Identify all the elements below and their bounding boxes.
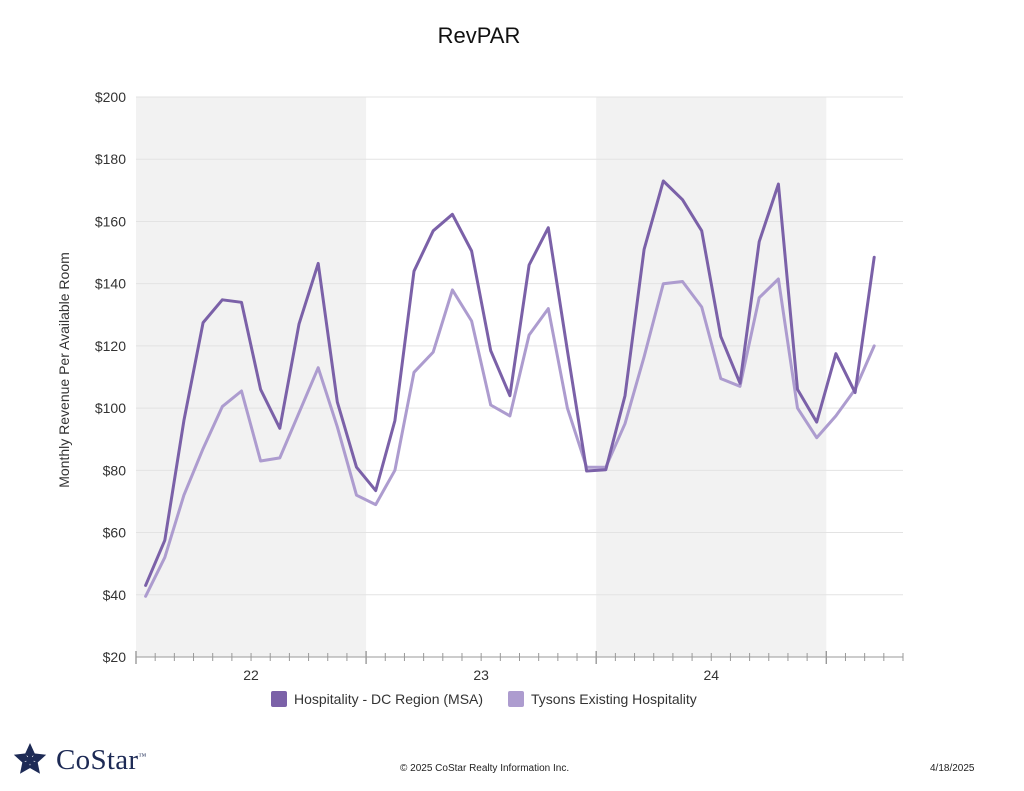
x-tick-label: 23 (473, 667, 489, 683)
y-tick-label: $100 (95, 400, 126, 416)
y-tick-label: $120 (95, 338, 126, 354)
x-tick-label: 22 (243, 667, 259, 683)
brand-name: CoStar™ (56, 743, 147, 776)
costar-logo: CoStar™ (12, 740, 147, 780)
year-bands (136, 97, 827, 657)
y-tick-label: $180 (95, 151, 126, 167)
series-line (144, 179, 876, 587)
series-lines (144, 179, 876, 598)
y-axis-tick-labels: $20 $40 $60 $80 $100 $120 $140 $160 $180 $200 (95, 89, 126, 665)
legend-swatch (508, 691, 524, 707)
series-line (144, 277, 876, 598)
copyright-text: © 2025 CoStar Realty Information Inc. (400, 763, 570, 774)
year-band-shade (596, 97, 827, 657)
y-tick-label: $40 (103, 587, 127, 603)
report-date: 4/18/2025 (930, 763, 975, 774)
costar-star-icon (13, 743, 47, 774)
legend-swatch (271, 691, 287, 707)
x-axis: 22 23 24 (135, 651, 904, 683)
y-tick-label: $60 (103, 525, 127, 541)
legend-label: Hospitality - DC Region (MSA) (294, 691, 483, 707)
chart-title: RevPAR (438, 23, 521, 48)
x-tick-label: 24 (703, 667, 719, 683)
y-tick-label: $200 (95, 89, 126, 105)
y-tick-label: $160 (95, 213, 126, 229)
y-tick-label: $140 (95, 276, 126, 292)
y-tick-label: $20 (103, 649, 127, 665)
y-axis-title: Monthly Revenue Per Available Room (56, 252, 72, 488)
y-tick-label: $80 (103, 462, 127, 478)
year-band-shade (136, 97, 367, 657)
gridlines (136, 96, 903, 596)
legend: Hospitality - DC Region (MSA) Tysons Exis… (271, 691, 697, 707)
legend-label: Tysons Existing Hospitality (531, 691, 697, 707)
